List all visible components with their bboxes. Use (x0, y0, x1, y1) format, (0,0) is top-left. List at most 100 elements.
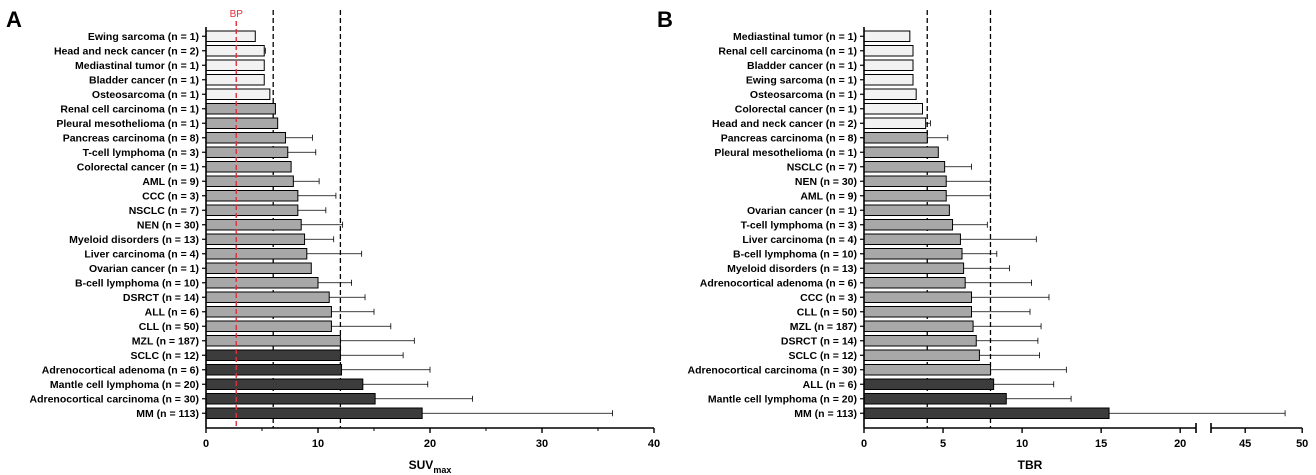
bar (205, 407, 423, 419)
bar (205, 320, 332, 332)
category-label: CLL (n = 50) (139, 321, 199, 333)
bar (205, 74, 265, 86)
category-label: Bladder cancer (n = 1) (747, 60, 857, 72)
x-tick-label: 40 (648, 438, 660, 450)
category-label: B-cell lymphoma (n = 10) (733, 249, 857, 261)
bar (863, 74, 914, 86)
bar (863, 291, 973, 303)
category-label: Ovarian cancer (n = 1) (89, 263, 199, 275)
panel-label: B (657, 7, 673, 32)
bar (863, 219, 954, 231)
bar (205, 248, 308, 260)
category-label: ALL (n = 6) (803, 379, 857, 391)
bar (205, 393, 376, 405)
category-label: DSRCT (n = 14) (781, 336, 857, 348)
category-label: Mantle cell lymphoma (n = 20) (708, 394, 857, 406)
bar (863, 45, 914, 57)
bar (205, 291, 330, 303)
bar (863, 204, 950, 216)
category-label: Liver carcinoma (n = 4) (84, 249, 199, 261)
category-label: Myeloid disorders (n = 13) (69, 234, 199, 246)
bar (205, 117, 279, 129)
x-tick-label: 15 (1095, 438, 1107, 450)
panel-a: A Ewing sarcoma (n = 1) Head and neck canc… (6, 7, 660, 475)
category-label: MM (n = 113) (136, 408, 199, 420)
category-label: NSCLC (n = 7) (787, 162, 857, 174)
category-label: Osteosarcoma (n = 1) (92, 89, 199, 101)
category-label: ALL (n = 6) (145, 307, 199, 319)
bar (205, 175, 294, 187)
bar (205, 88, 271, 100)
bar (863, 335, 977, 347)
x-tick-label: 0 (861, 438, 867, 450)
category-label: Pleural mesothelioma (n = 1) (714, 147, 857, 159)
bar (863, 88, 917, 100)
bar (205, 190, 299, 202)
category-label: Mediastinal tumor (n = 1) (75, 60, 199, 72)
x-tick-label: 10 (312, 438, 324, 450)
bar (863, 248, 963, 260)
category-label: SCLC (n = 12) (788, 350, 857, 362)
category-label: AML (n = 9) (800, 191, 857, 203)
bar (863, 233, 961, 245)
category-label: Pancreas carcinoma (n = 8) (63, 133, 199, 145)
bar (863, 132, 928, 144)
bar (205, 306, 332, 318)
x-axis-title-subscript: max (433, 465, 451, 475)
bar (863, 161, 946, 173)
category-label: Ewing sarcoma (n = 1) (746, 75, 857, 87)
bar (205, 378, 364, 390)
category-label: T-cell lymphoma (n = 3) (741, 220, 857, 232)
category-label: CCC (n = 3) (800, 292, 857, 304)
bar (205, 204, 299, 216)
bar (205, 146, 289, 158)
category-label: T-cell lymphoma (n = 3) (83, 147, 199, 159)
x-tick-label: 50 (1296, 438, 1308, 450)
bar (863, 146, 939, 158)
x-axis-title-text: TBR (1018, 458, 1043, 472)
bar (863, 349, 980, 361)
category-label: Colorectal cancer (n = 1) (77, 162, 199, 174)
x-tick-label: 20 (1174, 438, 1186, 450)
category-label: Mantle cell lymphoma (n = 20) (50, 379, 199, 391)
x-axis-title: SUVmax (409, 458, 452, 475)
category-label: CLL (n = 50) (797, 307, 857, 319)
category-label: Liver carcinoma (n = 4) (742, 234, 857, 246)
bar (863, 320, 974, 332)
bar (863, 175, 947, 187)
category-label: Mediastinal tumor (n = 1) (733, 31, 857, 43)
bar (863, 393, 1007, 405)
bar (205, 103, 276, 115)
category-label: Colorectal cancer (n = 1) (735, 104, 857, 116)
bar (205, 132, 287, 144)
category-label: MM (n = 113) (794, 408, 857, 420)
x-tick-label: 0 (203, 438, 209, 450)
bar (205, 59, 265, 71)
x-tick-label: 30 (536, 438, 548, 450)
bar (863, 407, 1110, 419)
bar (205, 30, 256, 42)
bar (205, 161, 292, 173)
bar (205, 349, 341, 361)
x-tick-label: 10 (1016, 438, 1028, 450)
category-label: Renal cell carcinoma (n = 1) (60, 104, 199, 116)
category-label: MZL (n = 187) (132, 336, 199, 348)
category-label: Bladder cancer (n = 1) (89, 75, 199, 87)
category-label: Ewing sarcoma (n = 1) (88, 31, 199, 43)
category-label: AML (n = 9) (142, 176, 199, 188)
bar (205, 364, 343, 376)
bar (863, 262, 965, 274)
bar (863, 306, 973, 318)
category-label: CCC (n = 3) (142, 191, 199, 203)
category-label: B-cell lymphoma (n = 10) (75, 278, 199, 290)
category-label: Ovarian cancer (n = 1) (747, 205, 857, 217)
bar (863, 364, 991, 376)
bar (863, 378, 995, 390)
bar (863, 59, 914, 71)
category-label: NEN (n = 30) (137, 220, 199, 232)
x-axis-title: TBR (1018, 458, 1043, 472)
bar (863, 117, 927, 129)
bar (205, 219, 302, 231)
x-tick-label: 20 (424, 438, 436, 450)
bp-reference-label: BP (230, 9, 244, 20)
